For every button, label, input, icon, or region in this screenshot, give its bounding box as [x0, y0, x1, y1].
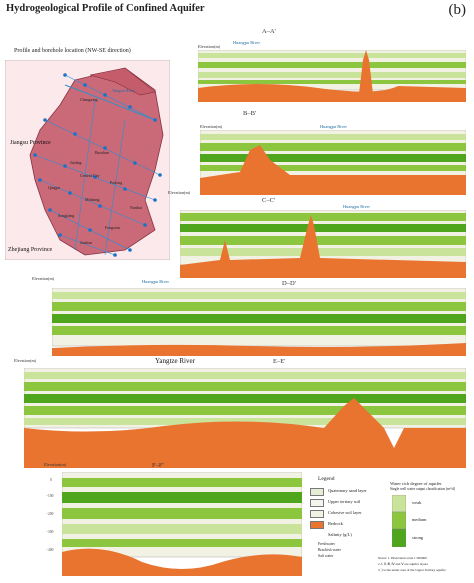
place-minhang: Minhang	[85, 197, 100, 202]
place-jiading: Jiading	[70, 160, 82, 165]
section-c-label: C–C'	[262, 197, 276, 204]
salinity-brackish: Brackish water	[318, 548, 341, 552]
degree-strong: strong	[412, 535, 423, 540]
note-1: Notes: 1. Horizontal scale 1:500000	[378, 556, 427, 560]
section-d-label: D–D'	[282, 280, 296, 287]
water-degree-scale	[392, 495, 406, 547]
section-a-label: A–A'	[262, 28, 276, 35]
province-jiangsu: Jiangsu Province	[10, 140, 51, 146]
section-d-river: Huangpu River	[142, 279, 169, 284]
tick-100: −100	[46, 494, 54, 498]
section-e-label: E–E'	[273, 358, 286, 365]
section-e-river: Yangtze River	[155, 357, 195, 365]
note-2: 2. Ⅰ, Ⅱ, Ⅲ, Ⅳ and Ⅴ are aquifer layers	[378, 562, 428, 566]
panel-badge: (b)	[448, 2, 467, 18]
section-c-elev: Elevation(m)	[168, 190, 191, 195]
legend-clay: Cohesive soil layer	[328, 510, 362, 515]
tick-400: −400	[46, 548, 54, 552]
island	[89, 67, 156, 96]
location-map	[5, 60, 170, 260]
place-central-city: Central City	[80, 173, 100, 178]
place-qingpu: Qingpu	[48, 185, 60, 190]
legend-tertiary: Upper tertiary soil	[328, 499, 361, 504]
section-b-profile	[200, 130, 466, 195]
tick-0: 0	[50, 478, 52, 482]
water-sub: Single well water output classification …	[390, 487, 456, 491]
shanghai-outline	[29, 67, 164, 256]
note-3: 3. ⟩ is the under area of the Upper Tert…	[378, 568, 446, 572]
swatch-clay	[310, 510, 324, 518]
tick-200: −200	[46, 512, 54, 516]
tick-300: −300	[46, 530, 54, 534]
section-b-elev: Elevation(m)	[200, 124, 223, 129]
place-changxing: Changxing	[80, 97, 98, 102]
legend-salinity: Salinity (g/L)	[328, 532, 352, 537]
province-zhejiang: Zhejiang Province	[8, 247, 53, 253]
place-jinshan: Jinshan	[80, 240, 92, 245]
section-e-elev: Elevation(m)	[14, 358, 37, 363]
salinity-fresh: Freshwater	[318, 542, 335, 546]
boreholes	[33, 73, 162, 257]
map-subtitle: Profile and borehole location (NW-SE dir…	[14, 48, 131, 54]
section-b-label: B–B'	[243, 110, 257, 117]
degree-medium: medium	[412, 517, 427, 522]
place-baoshan: Baoshan	[95, 150, 109, 155]
swatch-tertiary	[310, 499, 324, 507]
place-nanhui: Nanhui	[130, 205, 142, 210]
legend-sand: Quaternary sand layer	[328, 488, 367, 493]
section-d-profile	[52, 288, 466, 356]
legend-bedrock: Bedrock	[328, 521, 343, 526]
map-river-label: Yangtze River	[112, 88, 135, 93]
section-c-profile	[180, 210, 466, 278]
section-c-river: Huangpu River	[343, 204, 370, 209]
place-fengxian: Fengxian	[105, 225, 120, 230]
salinity-salt: Salt water	[318, 554, 334, 558]
figure-title: Hydrogeological Profile of Confined Aqui…	[6, 3, 205, 14]
section-b-river: Huangpu River	[320, 124, 347, 129]
legend-title: Legend	[318, 476, 335, 482]
swatch-sand	[310, 488, 324, 496]
section-f-label: F–F'	[152, 462, 164, 469]
section-a-river: Huangpu River	[233, 40, 260, 45]
section-a-elev: Elevation(m)	[198, 44, 221, 49]
degree-weak: weak	[412, 500, 422, 505]
swatch-bedrock	[310, 521, 324, 529]
section-a-profile	[198, 50, 466, 102]
section-d-elev: Elevation(m)	[32, 276, 55, 281]
section-f-profile	[62, 472, 302, 576]
section-e-profile	[24, 368, 466, 468]
place-pudong: Pudong	[110, 180, 123, 185]
river-line	[64, 84, 156, 121]
water-title: Water rich degree of aquifer	[390, 481, 442, 486]
section-f-elev: Elevation(m)	[44, 462, 67, 467]
place-songjiang: Songjiang	[58, 213, 75, 218]
